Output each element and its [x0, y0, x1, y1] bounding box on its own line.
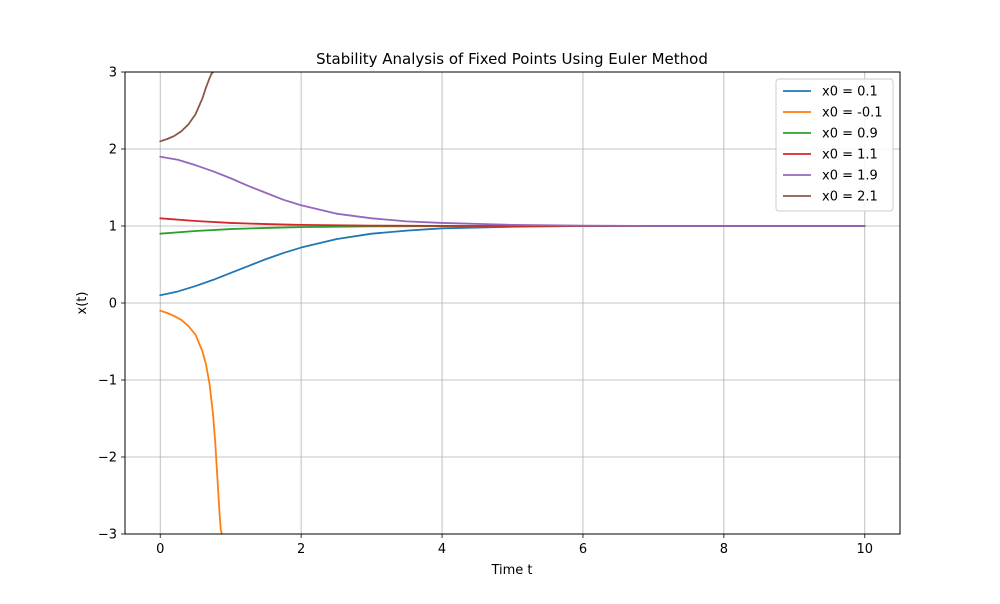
- legend-label: x0 = 1.1: [822, 148, 878, 163]
- x-tick-label: 10: [856, 542, 873, 557]
- x-tick-label: 4: [438, 542, 446, 557]
- chart-title: Stability Analysis of Fixed Points Using…: [316, 50, 708, 68]
- x-tick-label: 0: [156, 542, 164, 557]
- series-line-6: [159, 72, 214, 143]
- y-tick-label: −2: [98, 451, 117, 466]
- y-tick-label: 2: [109, 143, 117, 158]
- legend-label: x0 = -0.1: [822, 106, 883, 121]
- x-axis-label: Time t: [490, 563, 532, 578]
- series-line-2: [159, 309, 223, 534]
- legend: x0 = 0.1 x0 = -0.1 x0 = 0.9 x0 = 1.1 x0 = 1.…: [775, 78, 894, 212]
- series-line-5: [159, 155, 866, 227]
- y-tick-label: −3: [98, 528, 117, 543]
- y-tick-label: 0: [109, 297, 117, 312]
- y-tick-label: −1: [98, 374, 117, 389]
- legend-label: x0 = 0.1: [822, 85, 878, 100]
- x-tick-label: 6: [579, 542, 587, 557]
- series-lines: [159, 72, 866, 534]
- axis-ticks: 0 2 4 6 8 10 −3 −2 −1 0 1 2 3: [98, 66, 873, 558]
- x-tick-label: 8: [720, 542, 728, 557]
- y-tick-label: 1: [109, 220, 117, 235]
- legend-label: x0 = 1.9: [822, 169, 878, 184]
- y-axis-label: x(t): [75, 292, 90, 315]
- series-line-1: [159, 225, 866, 297]
- legend-label: x0 = 0.9: [822, 127, 878, 142]
- x-tick-label: 2: [297, 542, 305, 557]
- legend-label: x0 = 2.1: [822, 190, 878, 205]
- y-tick-label: 3: [109, 66, 117, 81]
